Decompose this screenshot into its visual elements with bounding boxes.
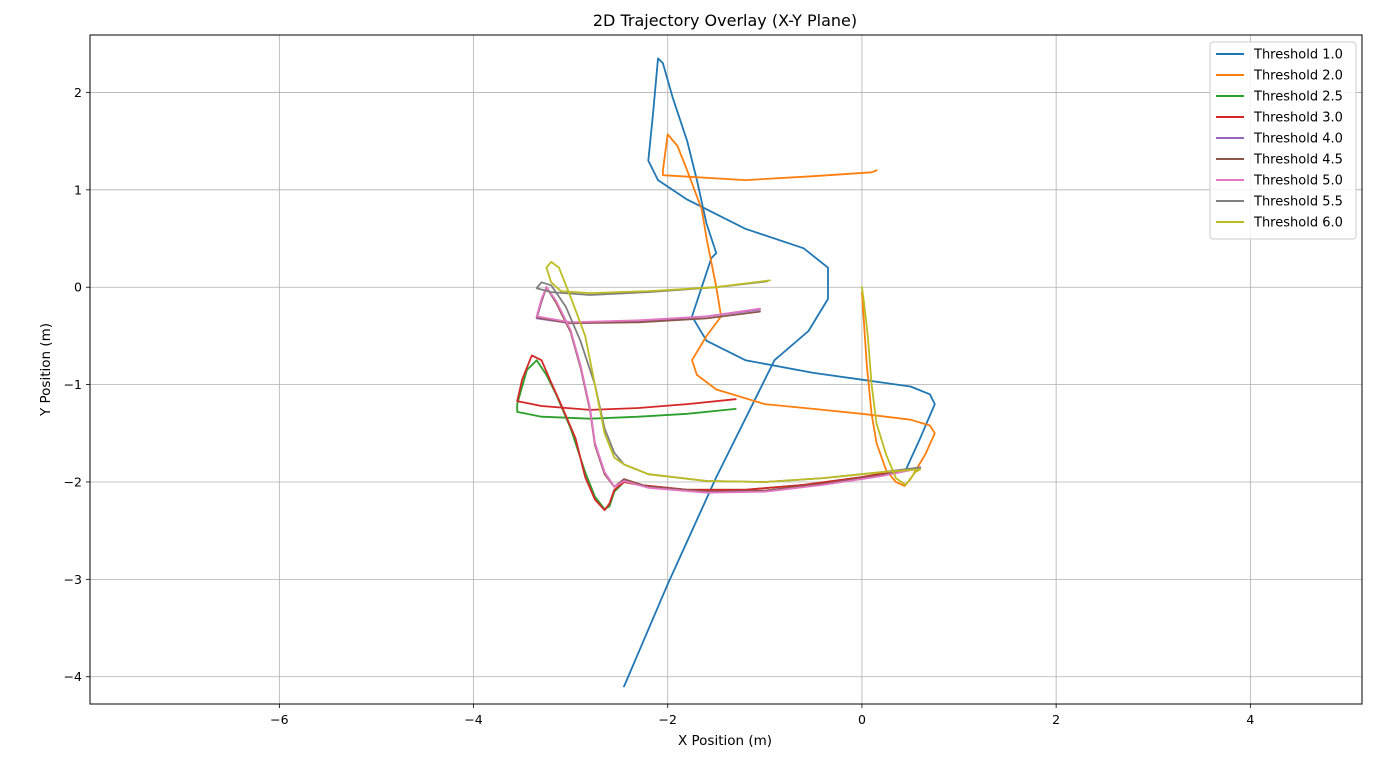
y-tick-label: −3 [64, 572, 82, 587]
legend: Threshold 1.0 Threshold 2.0 Threshold 2.5 T… [1209, 41, 1357, 240]
y-tick-label: −2 [64, 474, 82, 489]
legend-label: Threshold 2.0 [1253, 69, 1343, 84]
y-tick-label: 0 [74, 280, 82, 295]
legend-label: Threshold 2.5 [1253, 90, 1343, 105]
x-tick-label: 2 [1052, 712, 1060, 727]
x-tick-label: −2 [659, 712, 677, 727]
series-line [535, 286, 922, 493]
legend-label: Threshold 5.0 [1253, 174, 1343, 189]
series-lines [516, 57, 936, 688]
y-tick-label: −4 [64, 669, 82, 684]
x-tick-label: 0 [858, 712, 866, 727]
series-line [545, 261, 922, 486]
legend-box [1209, 41, 1357, 240]
y-tick-label: 2 [74, 85, 82, 100]
legend-label: Threshold 4.5 [1253, 153, 1343, 168]
plot-frame [89, 34, 1363, 705]
series-line [535, 286, 922, 493]
x-tick-label: −6 [270, 712, 288, 727]
series-line [662, 133, 936, 487]
x-tick-label: 4 [1246, 712, 1254, 727]
legend-label: Threshold 5.5 [1253, 195, 1343, 210]
axis-ticks: −6 −4 −2 0 2 4 −4 −3 −2 −1 0 1 2 [64, 85, 1255, 727]
legend-label: Threshold 3.0 [1253, 111, 1343, 126]
legend-label: Threshold 6.0 [1253, 216, 1343, 231]
y-axis-label: Y Position (m) [38, 323, 54, 417]
series-line [623, 57, 936, 688]
y-tick-label: −1 [64, 377, 82, 392]
series-line [516, 354, 902, 512]
x-tick-label: −4 [464, 712, 482, 727]
grid-lines [90, 35, 1362, 704]
x-axis-label: X Position (m) [678, 733, 772, 749]
legend-label: Threshold 4.0 [1253, 132, 1343, 147]
series-line [535, 286, 922, 494]
legend-label: Threshold 1.0 [1253, 48, 1343, 63]
chart-title: 2D Trajectory Overlay (X-Y Plane) [593, 11, 857, 30]
y-tick-label: 1 [74, 182, 82, 197]
